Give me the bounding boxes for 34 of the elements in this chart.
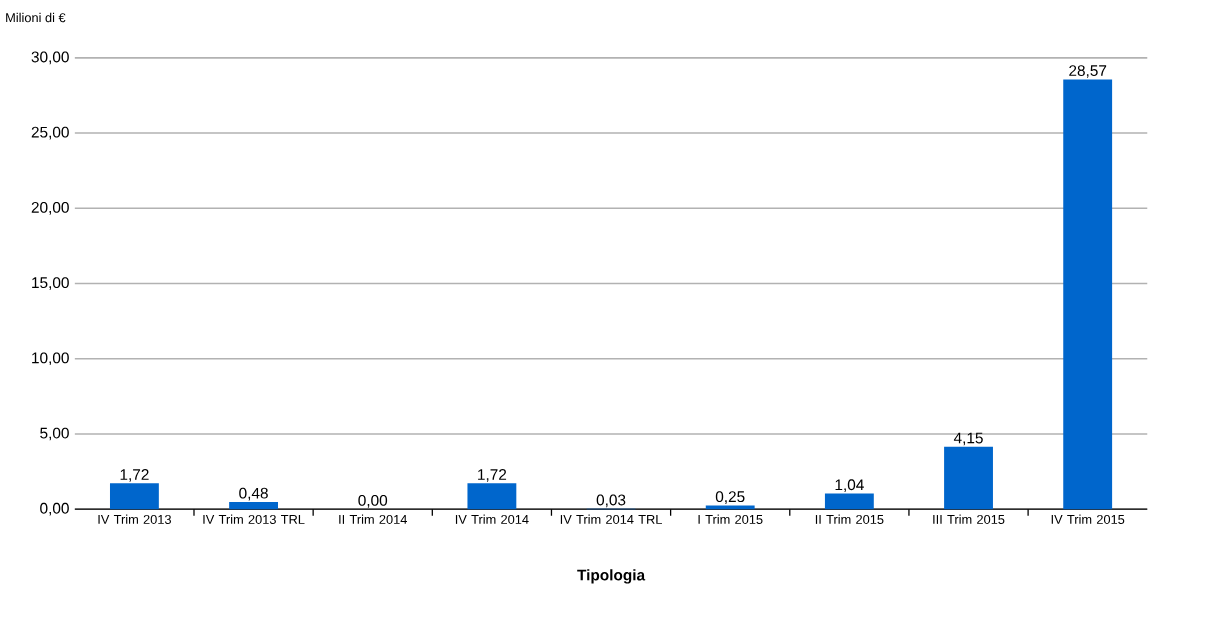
data-label: 1,72: [478, 469, 507, 482]
x-tick-label: II Trim 2015: [815, 514, 884, 525]
bar: [705, 505, 755, 510]
x-axis-title: Tipologia: [577, 569, 646, 584]
bar: [824, 493, 874, 510]
x-tick-label: IV Trim 2015: [1051, 514, 1125, 525]
data-label: 4,15: [953, 432, 983, 446]
data-label: 0,48: [239, 487, 268, 501]
x-tick-label: I Trim 2015: [698, 514, 763, 525]
data-label: 28,57: [1069, 65, 1107, 78]
data-label: 0,00: [358, 495, 388, 508]
bar: [944, 446, 993, 510]
bar: [467, 483, 517, 510]
bar: [109, 483, 159, 510]
y-tick-label: 0,00: [40, 502, 69, 516]
bar: [229, 502, 279, 510]
data-label: 1,04: [835, 479, 864, 493]
y-tick-label: 25,00: [31, 126, 69, 140]
y-tick-label: 30,00: [31, 51, 69, 65]
data-label: 1,72: [120, 469, 149, 482]
y-axis-title: Milioni di €: [6, 12, 66, 23]
y-tick-label: 5,00: [40, 427, 69, 441]
x-tick-label: III Trim 2015: [933, 514, 1005, 525]
x-tick-label: II Trim 2014: [339, 514, 407, 525]
y-tick-label: 20,00: [31, 202, 69, 215]
x-tick-label: IV Trim 2013: [98, 514, 171, 525]
data-label: 0,03: [596, 494, 626, 508]
data-label: 0,25: [715, 491, 745, 504]
y-tick-label: 15,00: [32, 277, 69, 290]
y-tick-label: 10,00: [32, 352, 69, 366]
x-tick-label: IV Trim 2014: [455, 514, 529, 525]
x-tick-label: IV Trim 2013 TRL: [203, 514, 305, 525]
bar: [1063, 79, 1113, 510]
x-tick-label: IV Trim 2014 TRL: [560, 514, 662, 525]
